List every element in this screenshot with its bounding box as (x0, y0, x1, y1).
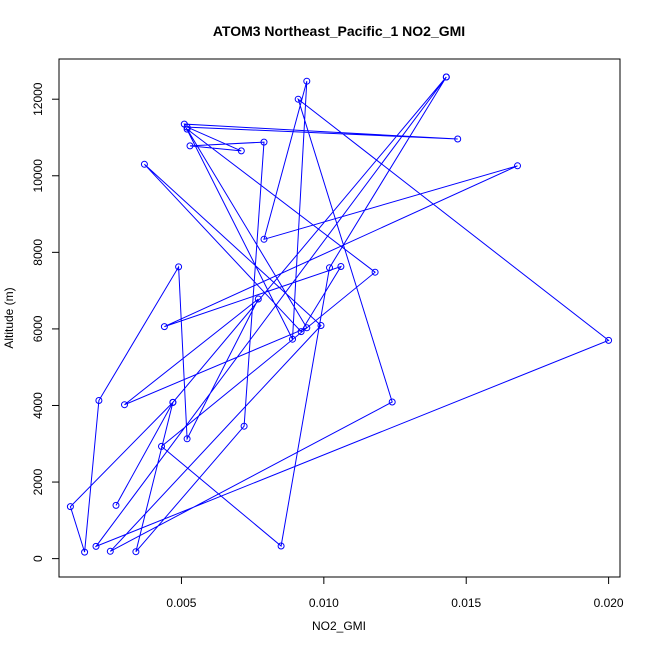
y-axis: 0 2000 4000 6000 8000 10000 12000 (31, 82, 60, 562)
data-point (175, 263, 183, 271)
data-point (240, 422, 248, 430)
y-tick-label: 8000 (31, 239, 45, 266)
x-axis: 0.005 0.010 0.015 0.020 (166, 576, 624, 610)
data-point (81, 548, 89, 556)
data-point (183, 125, 191, 133)
data-point (605, 336, 613, 344)
data-point (106, 547, 114, 555)
chart-title: ATOM3 Northeast_Pacific_1 NO2_GMI (213, 23, 465, 39)
data-point (337, 263, 345, 270)
y-tick-label: 4000 (31, 392, 45, 419)
data-point (183, 435, 191, 443)
x-tick-label: 0.020 (594, 596, 624, 610)
x-tick-label: 0.010 (309, 596, 339, 610)
data-point (297, 328, 305, 336)
data-point (317, 322, 325, 329)
data-point (388, 398, 396, 406)
data-point (121, 401, 128, 409)
data-point (442, 73, 450, 81)
series-layer (66, 73, 613, 556)
data-point (95, 397, 103, 404)
data-point (326, 264, 333, 272)
data-point (260, 138, 268, 146)
data-point (92, 542, 100, 550)
y-tick-label: 6000 (31, 315, 45, 342)
y-axis-label: Altitude (m) (2, 287, 16, 348)
data-point (254, 295, 262, 303)
plot-frame (58, 58, 621, 578)
x-tick-label: 0.015 (451, 596, 481, 610)
data-point (303, 77, 311, 85)
x-tick-label: 0.005 (166, 596, 196, 610)
data-point (277, 542, 285, 550)
data-point (169, 398, 177, 406)
data-point (158, 442, 165, 450)
data-point (303, 324, 311, 332)
y-tick-label: 10000 (31, 159, 45, 193)
data-point (289, 335, 296, 343)
data-point (454, 135, 462, 143)
y-tick-label: 12000 (31, 82, 45, 116)
data-point (371, 268, 379, 276)
data-point (260, 235, 268, 243)
data-point (132, 548, 140, 556)
series-line (69, 76, 610, 553)
data-point (140, 160, 148, 168)
data-point (186, 142, 194, 150)
y-tick-label: 0 (31, 555, 45, 562)
x-axis-label: NO2_GMI (312, 619, 366, 633)
data-point (66, 503, 74, 511)
y-tick-label: 2000 (31, 468, 45, 495)
data-point (514, 162, 521, 170)
data-point (237, 147, 245, 155)
data-point (160, 323, 168, 331)
data-point (294, 95, 302, 103)
data-point (112, 501, 120, 509)
